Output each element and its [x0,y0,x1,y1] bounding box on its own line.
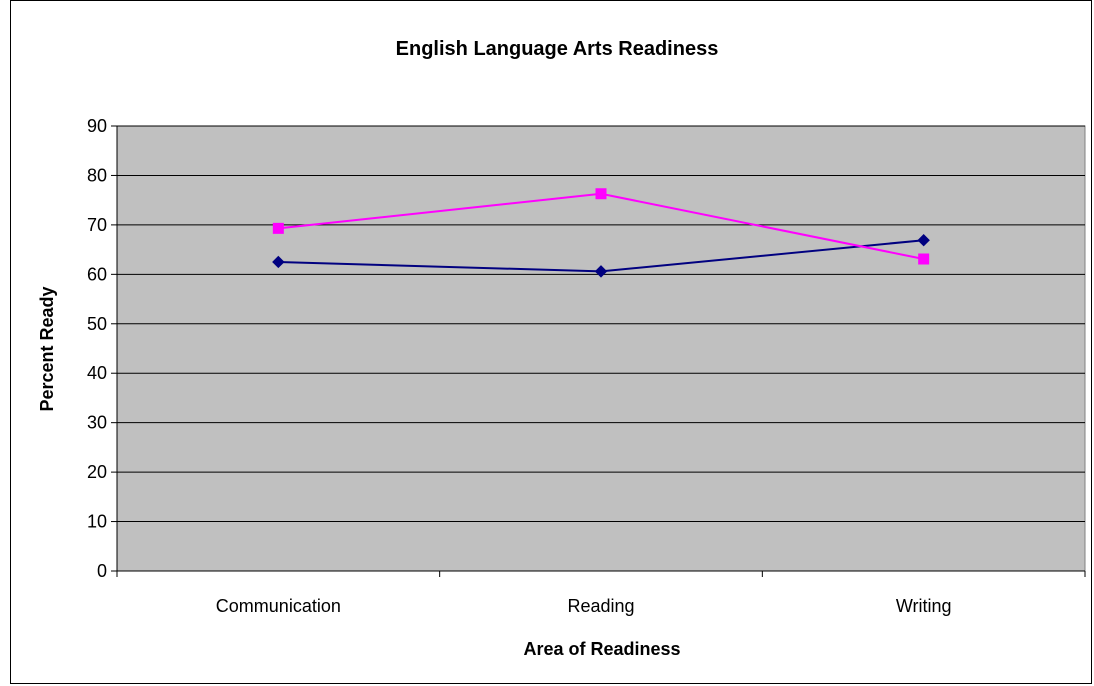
data-point-marker [272,222,284,234]
series-1 [272,234,930,278]
x-tick-label: Communication [216,596,341,616]
data-point-marker [917,234,930,247]
y-tick-label: 0 [97,561,107,581]
data-series [272,188,930,278]
y-tick-label: 30 [87,413,107,433]
data-point-marker [595,188,607,200]
series-2 [272,188,930,265]
y-tick-label: 40 [87,363,107,383]
data-point-marker [918,253,930,265]
x-axis-title: Area of Readiness [523,639,680,659]
data-point-marker [272,255,285,269]
y-tick-label: 80 [87,165,107,185]
chart-title: English Language Arts Readiness [396,38,719,60]
y-axis-title: Percent Ready [37,286,57,411]
y-tick-label: 70 [87,215,107,235]
gridlines [117,125,1085,523]
y-tick-label: 20 [87,462,107,482]
y-tick-label: 50 [87,314,107,334]
x-tick-label: Writing [896,596,952,616]
x-tick-label: Reading [567,596,634,616]
y-tick-label: 90 [87,116,107,136]
y-tick-label: 10 [87,512,107,532]
data-point-marker [594,265,608,278]
plot-area [116,125,1086,572]
axes: 0 10 20 30 40 50 60 70 80 90 Communication Reading W… [87,116,1086,616]
y-tick-label: 60 [87,264,107,284]
